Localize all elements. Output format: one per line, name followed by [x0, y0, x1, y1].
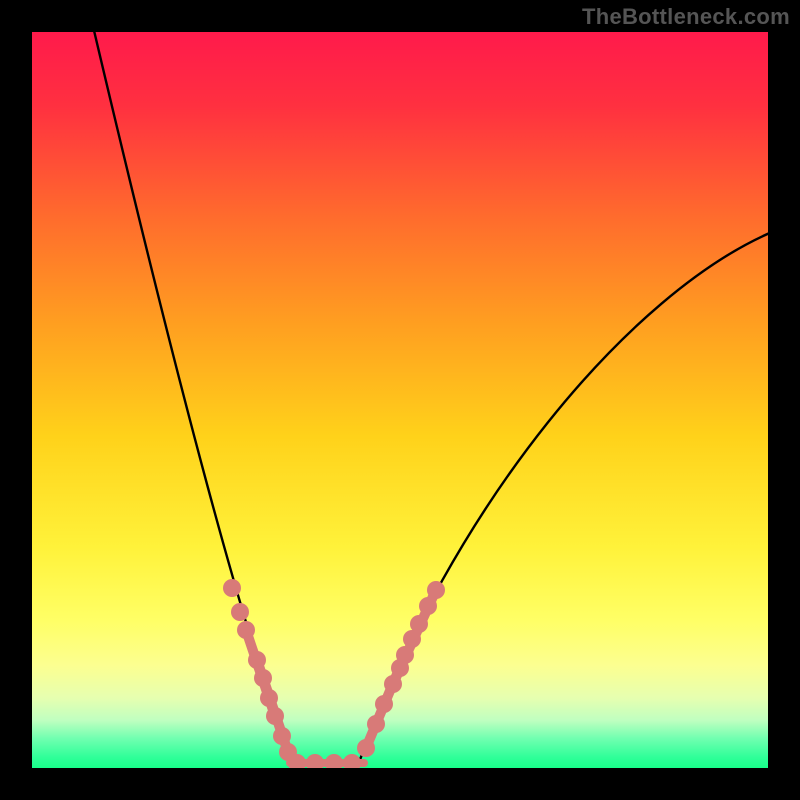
plot-area [32, 32, 768, 768]
curve-layer [32, 32, 768, 768]
markers-left [223, 579, 297, 761]
chart-outer: TheBottleneck.com [0, 0, 800, 800]
curve-right [357, 232, 768, 768]
markers-right [357, 581, 445, 757]
watermark-text: TheBottleneck.com [582, 4, 790, 30]
curve-left [92, 32, 297, 768]
